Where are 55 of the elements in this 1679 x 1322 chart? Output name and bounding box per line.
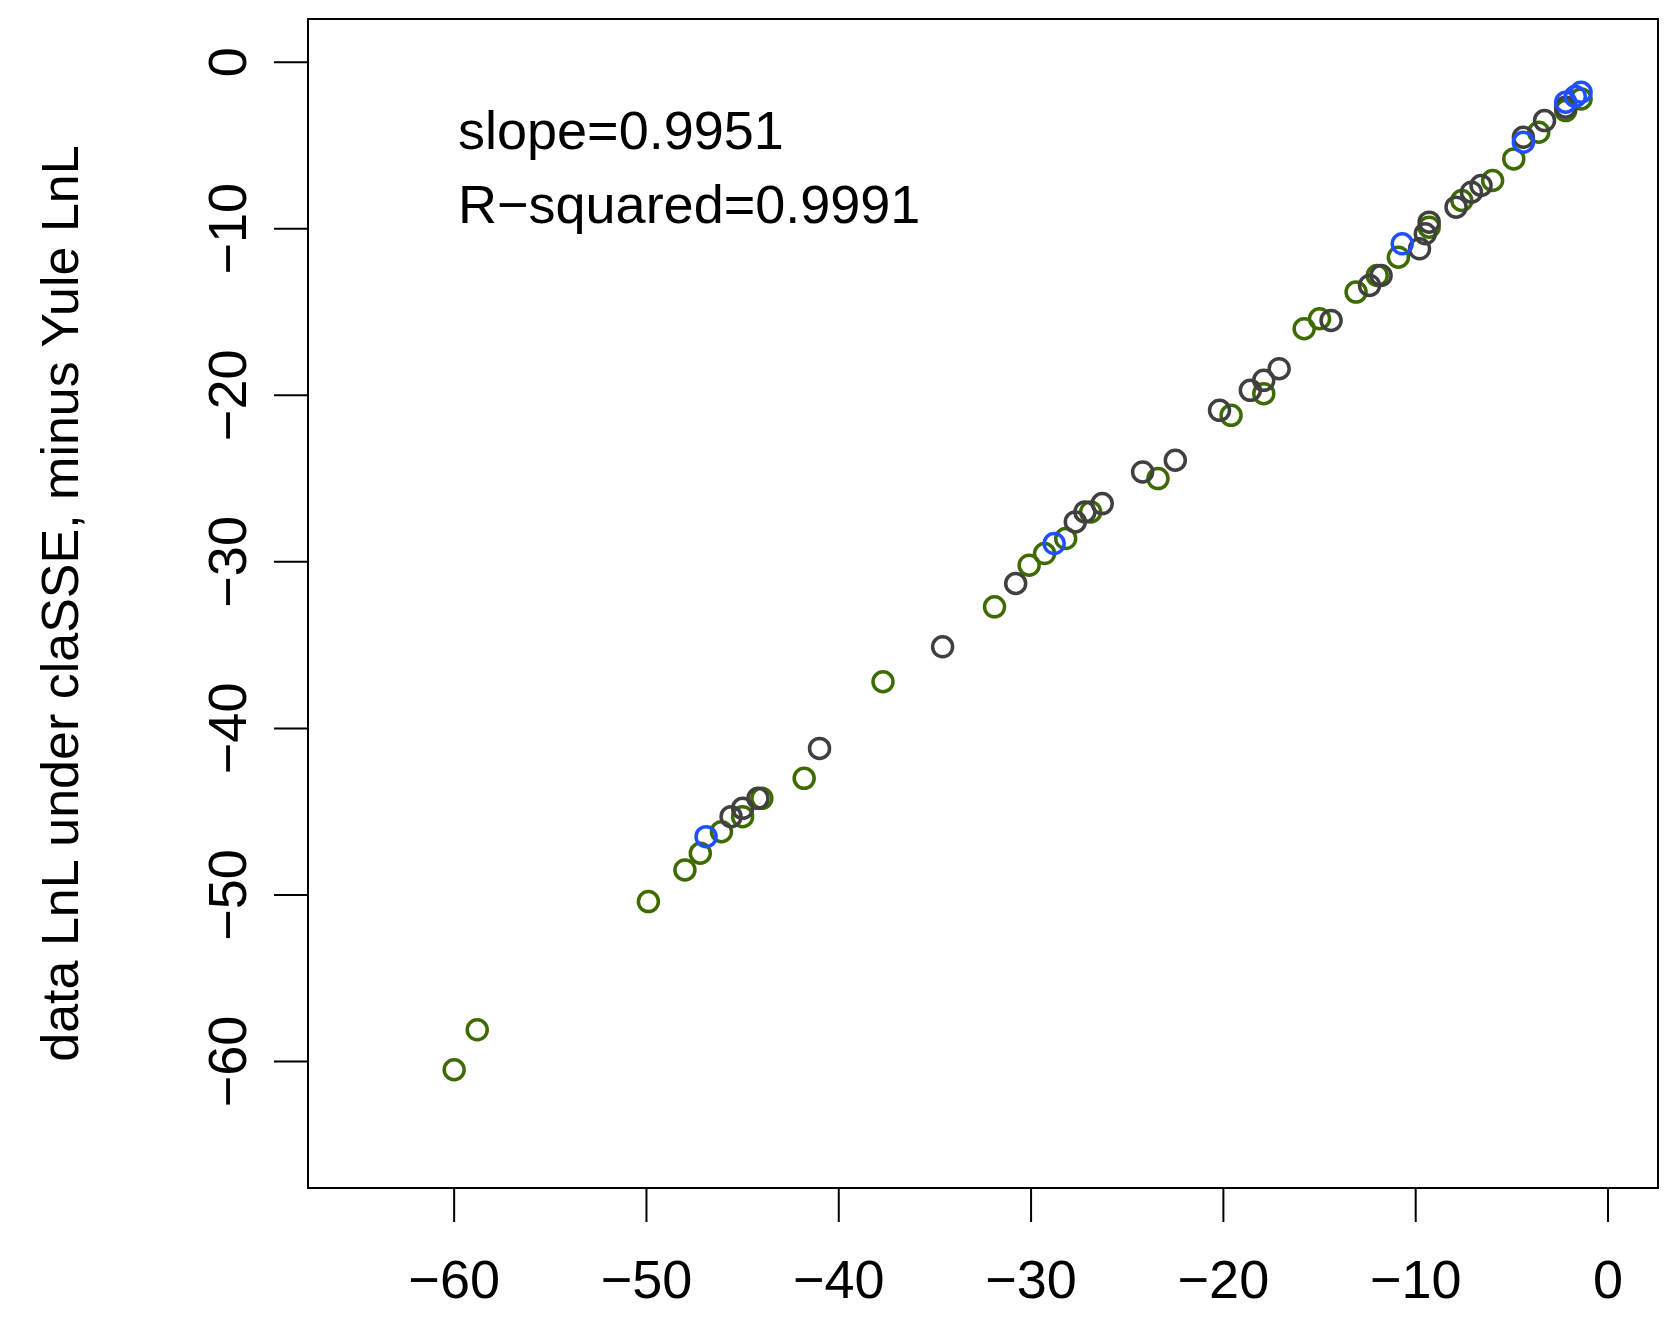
x-tick-label: −50 [600,1249,693,1309]
point [1469,173,1493,198]
y-tick-label: −40 [197,682,257,775]
point [1130,460,1155,484]
point [442,1058,466,1082]
annotation: slope=0.9951 [458,100,784,160]
y-tick-label: −30 [197,516,257,608]
point [1163,448,1188,473]
point [1511,130,1536,154]
point [719,804,743,829]
point [930,635,955,659]
point [807,736,832,761]
point [1003,571,1028,596]
x-tick-label: −10 [1369,1249,1462,1309]
y-tick-label: −20 [197,349,257,442]
point [1238,378,1263,403]
point [871,670,895,694]
point [465,1018,489,1042]
x-tick-label: −30 [985,1249,1077,1309]
point [1444,195,1468,219]
point [1090,491,1114,516]
x-tick-label: −20 [1177,1249,1270,1309]
point [673,858,697,882]
point [1413,222,1438,246]
point [1569,80,1593,105]
point [1319,308,1343,333]
point [694,824,718,849]
point [1357,273,1382,298]
y-tick-label: −10 [197,183,257,275]
y-axis-title: data LnL under claSSE, minus Yule LnL [31,145,89,1062]
point [1267,356,1291,381]
x-tick-label: −60 [408,1249,500,1309]
point [1017,553,1041,577]
point [730,796,755,821]
y-tick-label: 0 [197,47,257,78]
point [1042,531,1066,556]
point [1417,210,1441,234]
y-tick-label: −60 [197,1015,257,1108]
point [636,889,661,914]
point [1563,84,1588,109]
y-tick-label: −50 [197,849,257,941]
x-tick-label: 0 [1592,1249,1624,1309]
point [1459,180,1484,204]
point [1292,316,1316,341]
point [1073,500,1097,524]
point [792,766,816,791]
point [1553,90,1578,115]
point [1532,108,1557,133]
x-tick-label: −40 [792,1249,885,1309]
point [1063,510,1088,534]
point [1390,232,1414,256]
annotation: R−squared=0.9991 [458,174,921,234]
point [982,595,1007,619]
point [1252,368,1276,393]
point [1207,398,1232,423]
